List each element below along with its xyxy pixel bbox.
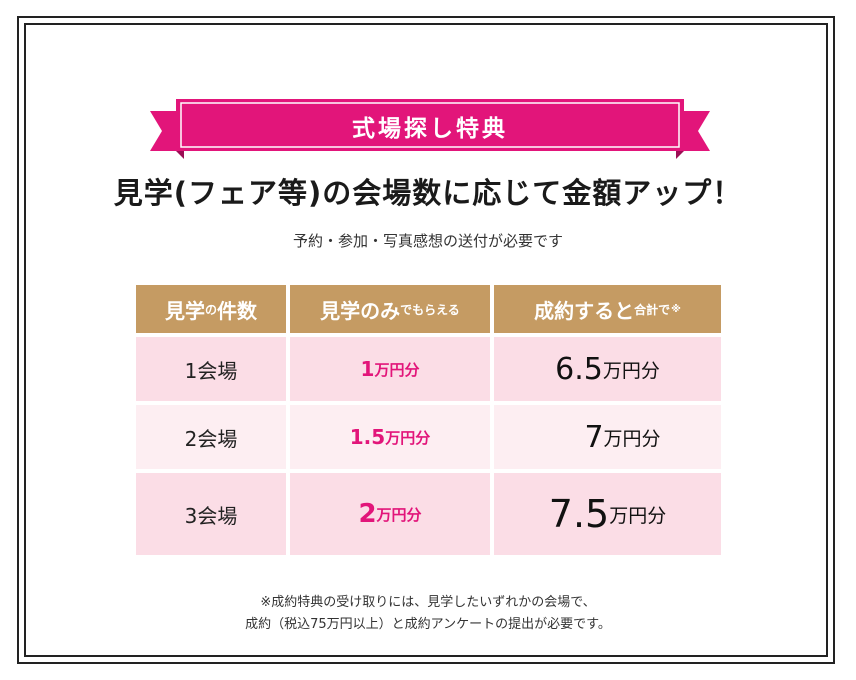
venue-count-cell: 1会場 [136,337,286,401]
header-with-contract: 成約すると 合計で ※ [494,285,721,333]
header-venue-count: 見学の件数 [136,285,286,333]
visit-only-cell: 1 万円分 [290,337,490,401]
table-row: 1会場 1 万円分 6.5 万円分 [136,337,721,401]
footnote: ※成約特典の受け取りには、見学したいずれかの会場で、 成約（税込75万円以上）と… [0,592,856,636]
with-contract-cell: 6.5 万円分 [494,337,721,401]
outer-frame [17,16,835,664]
benefit-ribbon: 式場探し特典 [150,99,710,159]
with-contract-cell: 7.5 万円分 [494,473,721,555]
table-row: 3会場 2 万円分 7.5 万円分 [136,473,721,555]
venue-count-cell: 3会場 [136,473,286,555]
table-header-row: 見学の件数 見学のみ でもらえる 成約すると 合計で ※ [136,285,721,333]
footnote-line: 成約（税込75万円以上）と成約アンケートの提出が必要です。 [245,617,611,632]
footnote-line: ※成約特典の受け取りには、見学したいずれかの会場で、 [260,595,596,610]
requirement-subtitle: 予約・参加・写真感想の送付が必要です [292,232,563,250]
inner-frame [24,23,828,657]
with-contract-cell: 7 万円分 [494,405,721,469]
header-visit-only: 見学のみ でもらえる [290,285,490,333]
table-row: 2会場 1.5 万円分 7 万円分 [136,405,721,469]
page-title: 見学(フェア等)の会場数に応じて金額アップ！ [113,176,743,210]
visit-only-cell: 2 万円分 [290,473,490,555]
venue-count-cell: 2会場 [136,405,286,469]
ribbon-shape [150,99,710,159]
benefit-table: 見学の件数 見学のみ でもらえる 成約すると 合計で ※ 1会場 1 万円分 6.5 万円… [136,285,721,559]
ribbon-label: 式場探し特典 [352,116,508,142]
visit-only-cell: 1.5 万円分 [290,405,490,469]
